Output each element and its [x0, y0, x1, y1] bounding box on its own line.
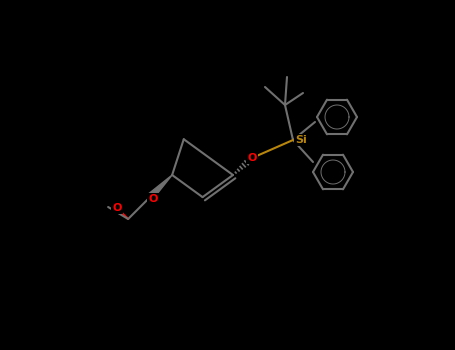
Text: O: O	[248, 153, 257, 163]
Polygon shape	[148, 175, 172, 199]
Text: O: O	[148, 194, 158, 204]
Text: O: O	[112, 203, 121, 213]
Text: Si: Si	[295, 135, 307, 145]
